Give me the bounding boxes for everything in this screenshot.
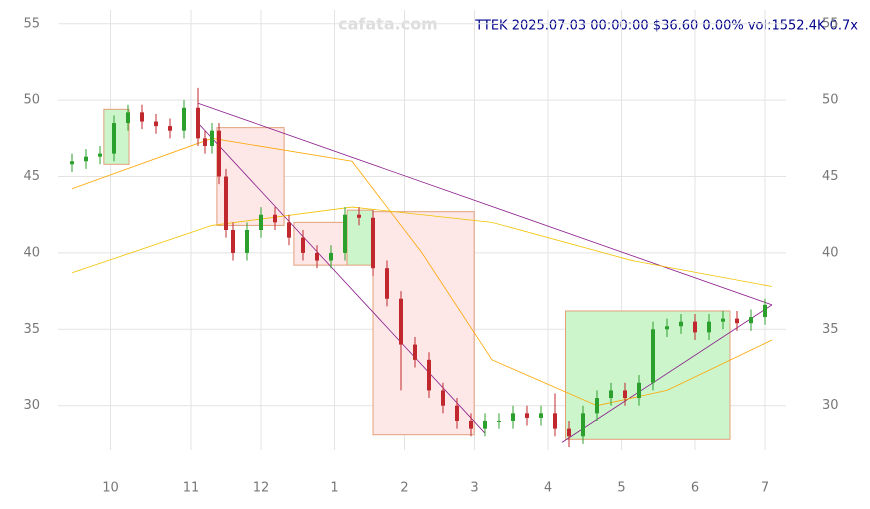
candle-body	[679, 321, 683, 327]
candle-body	[287, 222, 291, 238]
zone	[216, 127, 285, 226]
candle-body	[168, 126, 172, 131]
candle-body	[182, 107, 186, 131]
candle-body	[259, 214, 263, 230]
y-tick-label: 45	[23, 169, 40, 184]
candle-body	[497, 420, 501, 422]
candle-body	[140, 112, 144, 122]
zone	[346, 209, 374, 266]
y-tick-label-right: 35	[822, 322, 839, 337]
candle-body	[273, 214, 277, 223]
candle-body	[455, 405, 459, 421]
candle-body	[483, 420, 487, 429]
candle-body	[763, 304, 767, 318]
candle-body	[707, 321, 711, 333]
x-tick-label: 11	[183, 481, 200, 496]
x-tick-label: 6	[691, 481, 699, 496]
x-tick-label: 12	[253, 481, 270, 496]
candle-body	[735, 318, 739, 324]
candle-body	[553, 413, 557, 429]
candle-body	[609, 390, 613, 399]
candle-body	[357, 214, 361, 218]
y-tick-label: 55	[23, 16, 40, 31]
candle-body	[623, 390, 627, 399]
candle-body	[98, 153, 102, 157]
y-tick-label-right: 45	[822, 169, 839, 184]
candle-body	[231, 230, 235, 253]
candle-body	[399, 298, 403, 345]
candle-body	[196, 107, 200, 139]
candle-body	[637, 382, 641, 399]
y-tick-label-right: 55	[822, 16, 839, 31]
candle-body	[343, 214, 347, 253]
zone	[565, 310, 731, 440]
x-tick-label: 3	[470, 481, 478, 496]
candle-body	[245, 230, 249, 253]
candle-body	[217, 130, 221, 177]
y-tick-label-right: 40	[822, 245, 839, 260]
y-tick-label-right: 30	[822, 398, 839, 413]
candle-body	[441, 390, 445, 406]
candle-body	[84, 156, 88, 162]
x-tick-label: 7	[761, 481, 769, 496]
candle-body	[665, 326, 669, 330]
candle-body	[203, 138, 207, 146]
chart-title: TTEK 2025.07.03 00:00:00 $36.60 0.00% vo…	[474, 19, 858, 34]
candle-body	[126, 112, 130, 124]
candle-body	[427, 359, 431, 391]
x-tick-label: 5	[617, 481, 625, 496]
candle-body	[749, 317, 753, 324]
candle-body	[315, 252, 319, 261]
y-tick-label: 40	[23, 245, 40, 260]
zone	[103, 108, 130, 165]
candle-body	[371, 217, 375, 269]
indicator-line	[197, 102, 773, 306]
x-tick-label: 10	[102, 481, 119, 496]
x-tick-label: 2	[400, 481, 408, 496]
candle-body	[210, 130, 214, 146]
candle-body	[224, 176, 228, 230]
y-tick-label-right: 50	[822, 93, 839, 108]
y-tick-label: 30	[23, 398, 40, 413]
x-tick-label: 1	[330, 481, 338, 496]
candle-body	[301, 237, 305, 253]
candle-body	[539, 413, 543, 418]
candle-body	[469, 420, 473, 429]
candle-body	[413, 344, 417, 360]
x-tick-label: 4	[544, 481, 552, 496]
candle-body	[595, 398, 599, 414]
indicator-line	[71, 206, 773, 287]
candle-body	[511, 413, 515, 421]
candle-body	[581, 413, 585, 437]
candle-body	[112, 123, 116, 154]
zone	[372, 211, 475, 436]
candle-body	[693, 321, 697, 333]
y-tick-label: 35	[23, 322, 40, 337]
candle-body	[70, 161, 74, 165]
indicator-line	[71, 137, 773, 407]
candle-body	[154, 121, 158, 127]
candle-body	[567, 428, 571, 437]
candle-body	[651, 329, 655, 383]
y-tick-label: 50	[23, 93, 40, 108]
candle-body	[385, 268, 389, 299]
indicator-line	[197, 122, 486, 434]
candle-body	[721, 318, 725, 322]
candle-body	[329, 252, 333, 261]
candle-body	[525, 413, 529, 418]
